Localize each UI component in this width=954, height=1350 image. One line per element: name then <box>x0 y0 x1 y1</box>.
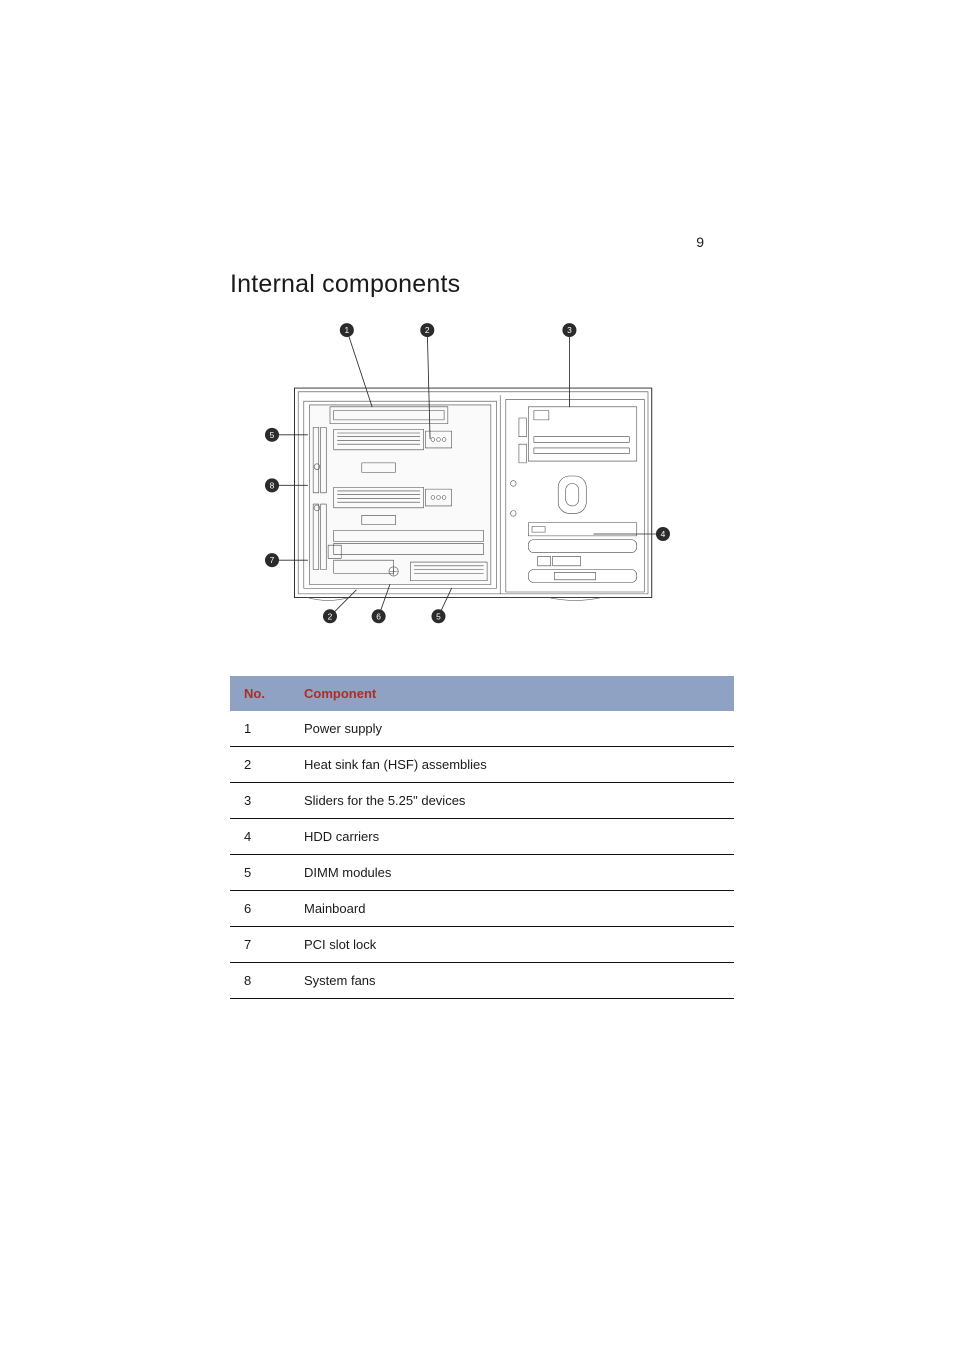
cell-component: PCI slot lock <box>290 927 734 963</box>
callout-label: 1 <box>344 325 349 335</box>
table-row: 7PCI slot lock <box>230 927 734 963</box>
sliders-525 <box>519 407 637 463</box>
table-row: 5DIMM modules <box>230 855 734 891</box>
cell-component: HDD carriers <box>290 819 734 855</box>
cell-component: Heat sink fan (HSF) assemblies <box>290 747 734 783</box>
callout-label: 5 <box>436 611 441 621</box>
cell-component: Power supply <box>290 711 734 747</box>
callout-label: 3 <box>567 325 572 335</box>
page: 9 Internal components <box>0 0 954 1119</box>
page-number: 9 <box>696 234 704 250</box>
components-table: No. Component 1Power supply2Heat sink fa… <box>230 676 734 999</box>
callout-label: 5 <box>270 430 275 440</box>
cell-no: 7 <box>230 927 290 963</box>
callout-leader <box>347 330 372 407</box>
hdd-carriers <box>528 523 636 583</box>
cell-no: 4 <box>230 819 290 855</box>
chassis-svg: 1 2 2 3 4 5 5 6 7 8 <box>240 317 680 635</box>
col-no: No. <box>230 676 290 711</box>
cell-no: 3 <box>230 783 290 819</box>
callout-label: 6 <box>376 611 381 621</box>
callout-label: 7 <box>270 555 275 565</box>
table-row: 3Sliders for the 5.25" devices <box>230 783 734 819</box>
callout-label: 4 <box>661 529 666 539</box>
table-header-row: No. Component <box>230 676 734 711</box>
cell-no: 8 <box>230 963 290 999</box>
callout-label: 8 <box>270 480 275 490</box>
cell-component: Sliders for the 5.25" devices <box>290 783 734 819</box>
col-component: Component <box>290 676 734 711</box>
cell-component: DIMM modules <box>290 855 734 891</box>
cell-no: 6 <box>230 891 290 927</box>
cell-component: System fans <box>290 963 734 999</box>
chassis-handle <box>558 476 586 513</box>
table-row: 6Mainboard <box>230 891 734 927</box>
table-row: 2Heat sink fan (HSF) assemblies <box>230 747 734 783</box>
cell-no: 1 <box>230 711 290 747</box>
internal-components-diagram: 1 2 2 3 4 5 5 6 7 8 <box>240 317 680 640</box>
table-row: 4HDD carriers <box>230 819 734 855</box>
callout-label: 2 <box>328 611 333 621</box>
cell-component: Mainboard <box>290 891 734 927</box>
cell-no: 2 <box>230 747 290 783</box>
vent-2 <box>511 511 517 517</box>
vent-1 <box>511 481 517 487</box>
table-row: 8System fans <box>230 963 734 999</box>
table-row: 1Power supply <box>230 711 734 747</box>
callout-label: 2 <box>425 325 430 335</box>
cell-no: 5 <box>230 855 290 891</box>
page-title: Internal components <box>230 270 734 299</box>
